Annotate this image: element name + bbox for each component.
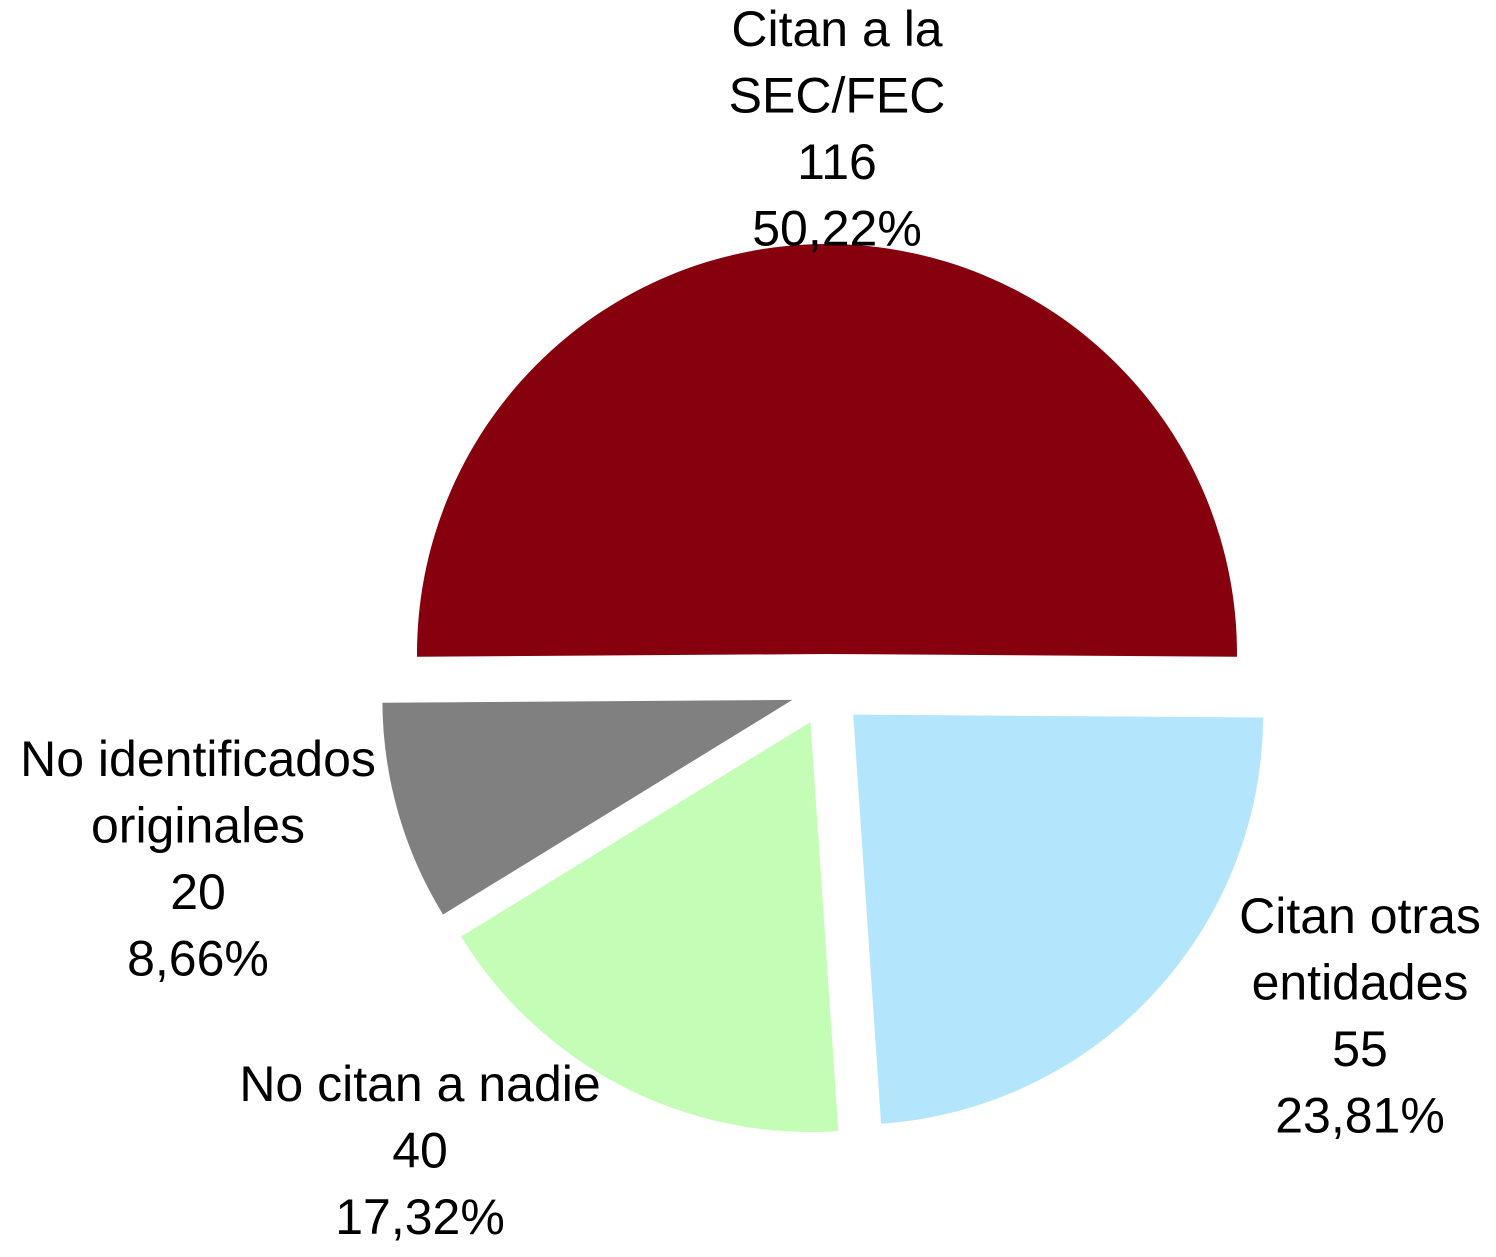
slice-percentage: 8,66% (127, 931, 269, 987)
slice-value: 20 (170, 864, 226, 920)
slice-percentage: 17,32% (335, 1189, 505, 1245)
pie-slice (417, 243, 1237, 657)
pie-slice (382, 699, 793, 915)
slice-value: 116 (797, 134, 877, 190)
slice-percentage: 23,81% (1275, 1088, 1445, 1144)
slice-label: No citan a nadie (239, 1056, 600, 1112)
slice-value: 55 (1332, 1021, 1388, 1077)
slice-label: Citan otras (1239, 888, 1481, 944)
pie-slice (853, 714, 1264, 1124)
pie-slice (461, 721, 839, 1132)
slice-label: originales (91, 798, 305, 854)
slice-percentage: 50,22% (752, 201, 922, 257)
slice-label: No identificados (20, 731, 376, 787)
slice-label: SEC/FEC (729, 68, 946, 124)
slice-label: Citan a la (731, 1, 942, 57)
slice-value: 40 (392, 1123, 448, 1179)
slice-label: entidades (1252, 955, 1469, 1011)
